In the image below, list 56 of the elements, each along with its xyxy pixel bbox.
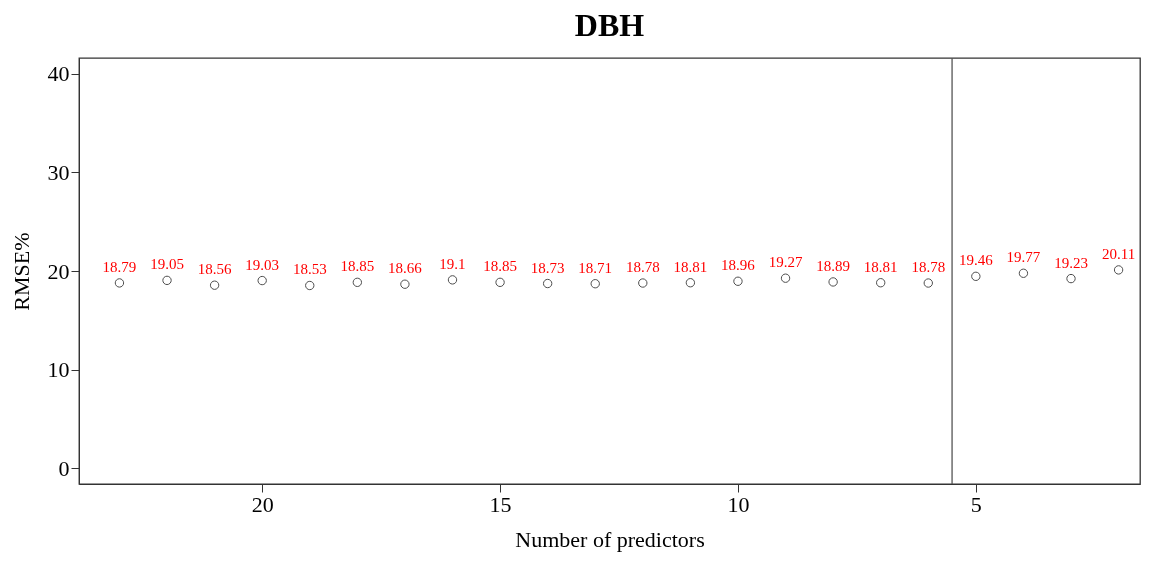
x-tick-label: 5: [970, 491, 982, 517]
point: [638, 278, 648, 288]
x-axis-title: Number of predictors: [515, 526, 705, 552]
data-label: 18.96: [721, 257, 756, 274]
data-label: 18.85: [340, 258, 375, 275]
y-tick-label: 0: [58, 455, 70, 481]
point: [495, 277, 505, 288]
data-label: 18.56: [197, 261, 232, 278]
data-label: 18.53: [292, 261, 327, 278]
point: [828, 277, 838, 287]
point: [685, 278, 696, 288]
y-tick-label: 30: [47, 159, 70, 185]
point: [447, 275, 458, 285]
y-tick-label: 40: [47, 61, 70, 87]
data-label: 18.73: [530, 259, 565, 276]
point: [1018, 268, 1029, 278]
data-label: 18.71: [578, 259, 613, 276]
data-label: 19.03: [245, 256, 280, 273]
point: [780, 273, 791, 283]
point: [542, 278, 553, 289]
data-label: 18.81: [863, 258, 898, 275]
data-label: 18.81: [673, 258, 708, 275]
point: [114, 278, 125, 288]
x-tick-label: 20: [251, 491, 274, 517]
data-label: 18.78: [911, 259, 946, 276]
data-label: 18.85: [483, 258, 517, 275]
data-label: 18.78: [625, 259, 660, 276]
point: [1113, 265, 1124, 275]
point: [257, 275, 267, 286]
data-label: 19.23: [1054, 254, 1088, 271]
x-tick-label: 15: [489, 491, 512, 517]
data-label: 18.79: [102, 258, 137, 275]
point: [1066, 273, 1076, 284]
point: [876, 278, 886, 288]
y-axis-title: RMSE%: [8, 232, 34, 311]
point: [971, 271, 981, 281]
data-label: 19.05: [150, 256, 184, 273]
data-label: 20.11: [1101, 245, 1136, 262]
point: [733, 276, 743, 286]
y-tick-label: 10: [47, 357, 70, 383]
chart-title: DBH: [574, 7, 645, 44]
x-tick-label: 10: [727, 491, 750, 517]
point: [923, 278, 933, 288]
data-label: 18.89: [816, 257, 850, 274]
data-label: 19.77: [1006, 249, 1041, 266]
data-label: 19.1: [439, 255, 466, 272]
y-tick-label: 20: [47, 258, 70, 284]
point: [209, 280, 220, 290]
point: [305, 280, 315, 291]
data-label: 18.66: [388, 260, 423, 277]
point: [162, 275, 172, 286]
point: [352, 277, 363, 288]
point: [400, 279, 410, 289]
point: [590, 279, 600, 289]
data-label: 19.46: [958, 252, 994, 269]
data-label: 19.27: [768, 254, 803, 271]
